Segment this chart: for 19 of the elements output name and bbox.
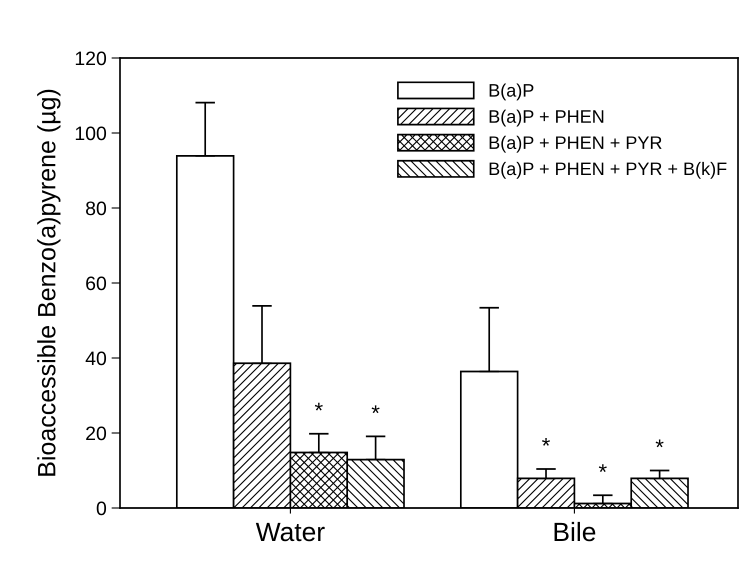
- x-tick-label: Water: [256, 522, 325, 542]
- legend-label: B(a)P + PHEN: [490, 110, 604, 126]
- y-tick-label: 20: [86, 426, 106, 440]
- data-label: *: [314, 402, 323, 411]
- data-label: *: [542, 438, 550, 446]
- y-tick-label: 60: [86, 276, 106, 290]
- y-tick-label: 40: [86, 351, 106, 366]
- y-tick-label: 80: [86, 201, 106, 216]
- legend-label: B(a)P + PHEN + PYR: [490, 136, 662, 153]
- y-tick-label: 100: [76, 126, 106, 140]
- data-label: *: [656, 439, 664, 448]
- y-axis-title: Bioaccessible Benzo(a)pyrene (µg): [37, 90, 60, 476]
- data-label: *: [598, 464, 607, 472]
- y-tick-label: 0: [96, 501, 106, 516]
- y-tick-label: 120: [76, 51, 106, 66]
- legend-label: B(a)P + PHEN + PYR + B(k)F: [490, 162, 726, 179]
- data-label: *: [372, 405, 380, 414]
- legend-label: B(a)P: [490, 84, 534, 100]
- x-tick-label: Bile: [554, 522, 596, 542]
